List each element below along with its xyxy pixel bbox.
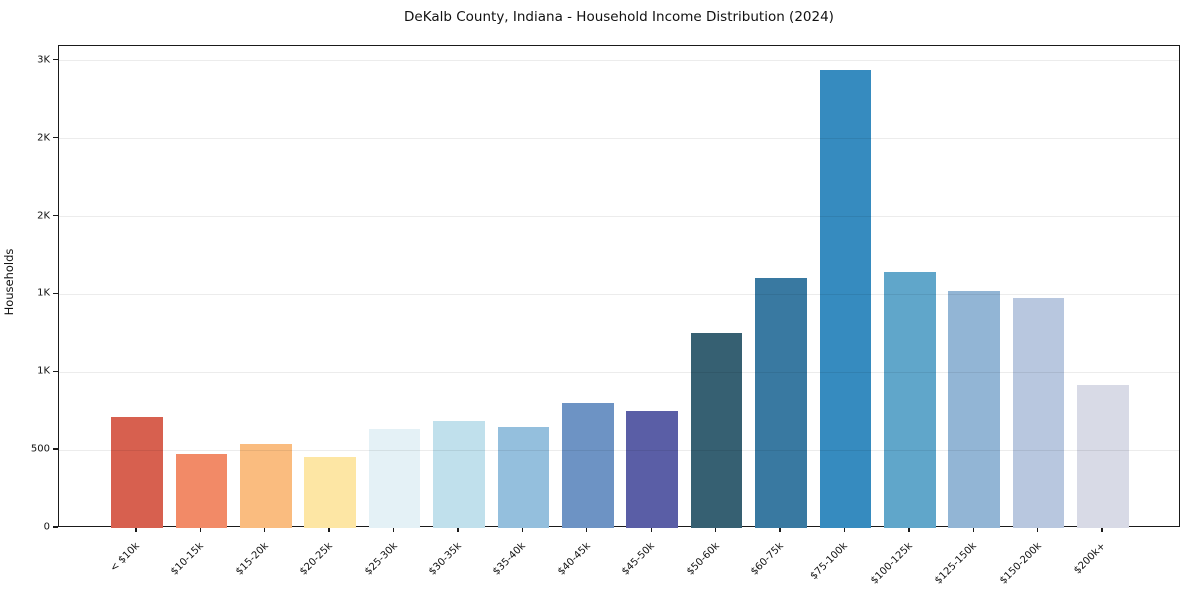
x-tick-mark-7 [521,527,524,532]
bar-75-100k [819,70,872,528]
gridline-2000 [59,216,1179,218]
x-tick-label-60-75k: $60-75k [748,540,786,578]
gridline-1000 [59,371,1179,373]
x-tick-label-10-15k: $10-15k [169,540,207,578]
y-tick-label-1000: 1K [37,365,50,377]
bar-10-15k [175,454,228,528]
x-tick-mark-9 [650,527,652,532]
x-tick-label-150-200k: $150-200k [997,540,1044,587]
x-tick-mark-11 [779,527,781,532]
y-tick-label-500: 500 [30,443,50,455]
x-tick-label-50-60k: $50-60k [684,540,722,578]
bar-20-25k [304,457,356,528]
x-tick-label-200k: $200k+ [1072,540,1108,577]
x-tick-label-45-50k: $45-50k [620,540,658,578]
y-tick-label-2500: 2K [37,132,50,144]
y-tick-label-3000: 3K [37,54,50,66]
x-tick-mark-2 [199,527,202,532]
x-tick-label-30-35k: $30-35k [426,540,464,578]
y-tick-mark-2500 [53,136,58,139]
x-tick-mark-5 [392,527,395,532]
x-tick-mark-6 [457,527,459,532]
y-tick-mark-2000 [53,214,58,217]
bar-25-30k [368,429,421,528]
x-tick-mark-15 [1036,527,1039,532]
bar-45-50k [626,411,678,528]
x-tick-label-20-25k: $20-25k [298,540,336,578]
bar-100-125k [884,271,936,528]
x-tick-label-125-150k: $125-150k [933,540,980,587]
gridline-2500 [59,138,1179,140]
bar-150-200k [1012,298,1065,528]
x-tick-mark-8 [586,527,588,532]
x-tick-mark-12 [843,527,846,532]
x-tick-mark-16 [1101,527,1103,532]
x-tick-mark-13 [908,527,910,532]
x-tick-mark-3 [264,527,266,532]
bar-40-45k [562,402,614,528]
x-tick-label-35-40k: $35-40k [491,540,529,578]
bar-125-150k [948,290,1000,528]
x-tick-label-10k: < $10k [108,540,142,575]
bar-50-60k [690,333,743,528]
y-tick-mark-3000 [53,59,58,61]
x-tick-mark-14 [972,527,974,532]
y-tick-label-2000: 2K [37,210,50,222]
y-tick-mark-1000 [53,370,58,372]
y-tick-mark-0 [53,526,58,528]
x-tick-mark-4 [328,527,330,532]
bar-10k [111,417,163,528]
x-tick-label-75-100k: $75-100k [808,540,851,583]
bar-30-35k [433,420,485,528]
x-tick-mark-10 [714,527,717,532]
gridline-500 [59,449,1179,451]
bar-15-20k [239,443,292,528]
gridline-1500 [59,293,1179,295]
x-tick-label-100-125k: $100-125k [868,540,915,587]
y-axis-label: Households [2,248,16,316]
y-tick-mark-500 [53,448,58,450]
plot-area [58,45,1180,528]
y-tick-label-1500: 1K [37,287,50,299]
x-tick-label-15-20k: $15-20k [233,540,271,578]
chart-title: DeKalb County, Indiana - Household Incom… [404,9,834,25]
gridline-3000 [59,60,1179,62]
y-tick-mark-1500 [53,292,58,295]
bar-35-40k [497,426,550,528]
x-tick-mark-1 [135,527,137,532]
x-tick-label-25-30k: $25-30k [362,540,400,578]
bar-200k [1077,384,1129,528]
bar-60-75k [755,278,807,528]
x-tick-label-40-45k: $40-45k [555,540,593,578]
y-tick-label-0: 0 [43,521,50,533]
